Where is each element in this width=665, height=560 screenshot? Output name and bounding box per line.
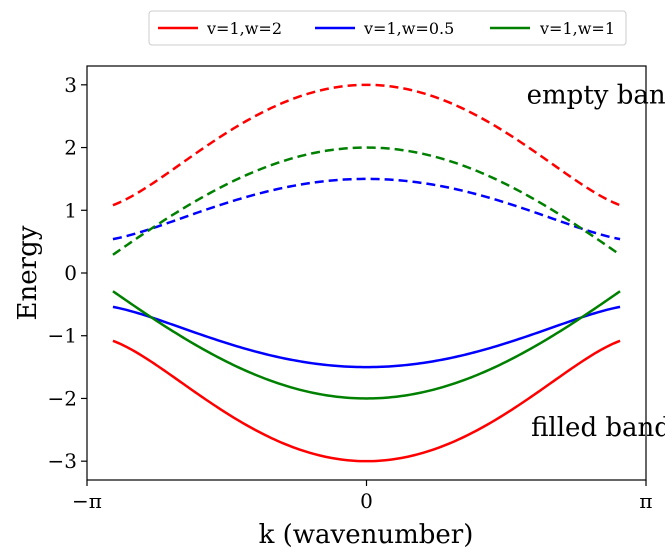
y-tick-label: −3 (48, 449, 77, 473)
y-axis-label: Energy (13, 225, 43, 320)
series-1-filled-band-line (112, 339, 621, 463)
y-tick-label: −2 (48, 386, 77, 410)
x-tick-label: −π (72, 489, 102, 513)
tick-layer: −π 0 π 3 2 1 0 −1 −2 −3 (48, 73, 653, 513)
series-2-empty-band-line (112, 177, 621, 241)
series-1-empty-band-line (112, 83, 621, 207)
legend-entry-1: v=1,w=2 (158, 19, 282, 38)
x-tick-label: π (639, 489, 652, 513)
legend-label-1: v=1,w=2 (206, 19, 282, 38)
legend-frame (148, 10, 627, 46)
x-axis-label: k (wavenumber) (259, 520, 474, 550)
y-tick-label: 1 (64, 198, 77, 222)
legend-label-2: v=1,w=0.5 (363, 19, 454, 38)
legend-label-3: v=1,w=1 (539, 19, 615, 38)
series-3-filled-band-line (112, 290, 621, 400)
y-tick-label: 3 (64, 73, 77, 97)
y-tick-label: −1 (48, 324, 77, 348)
x-tick-label: 0 (360, 489, 373, 513)
legend: v=1,w=2 v=1,w=0.5 v=1,w=1 (148, 10, 627, 46)
legend-entry-3: v=1,w=1 (490, 19, 615, 38)
legend-entry-2: v=1,w=0.5 (315, 19, 454, 38)
y-tick-label: 2 (64, 136, 77, 160)
series-2-filled-band-line (112, 305, 621, 369)
annotation-empty-bands: empty bands (527, 81, 665, 111)
y-tick-label: 0 (64, 261, 77, 285)
annotation-filled-bands: filled bands (531, 413, 665, 443)
series-3-empty-band-line (112, 146, 621, 256)
series-layer (112, 83, 621, 463)
